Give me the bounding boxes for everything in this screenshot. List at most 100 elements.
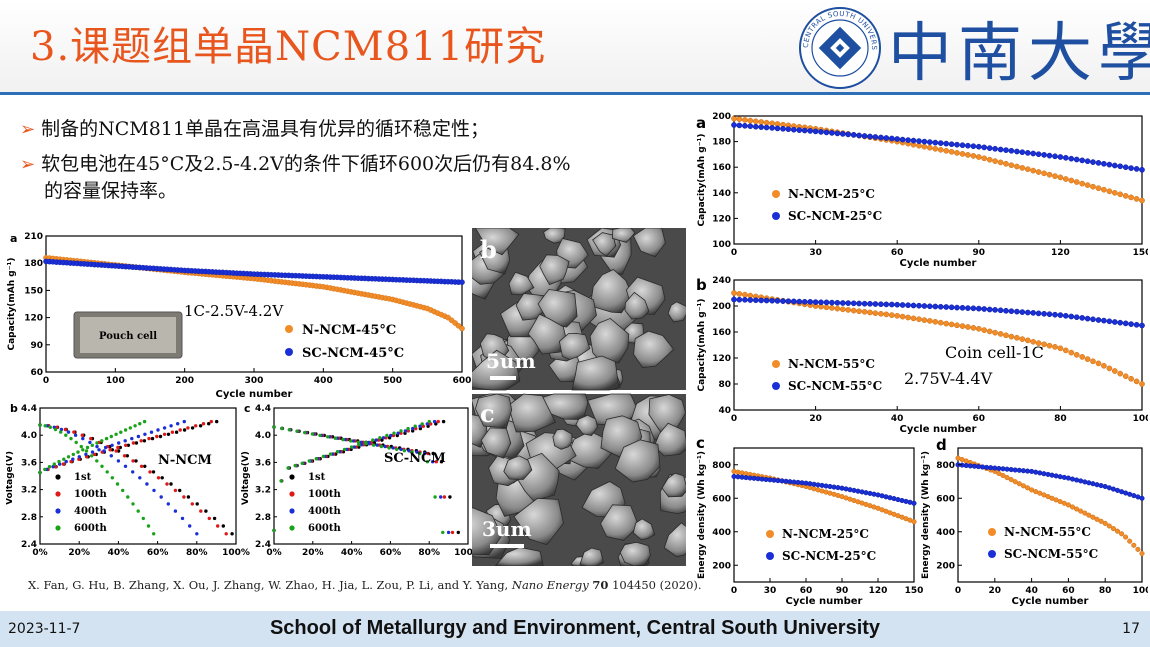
right-a-point: [926, 139, 933, 145]
arrow-bullet-icon: ➢: [20, 154, 36, 175]
leftC-discharge-point: [375, 443, 379, 447]
right-a-point: [1003, 147, 1009, 153]
right-b-point: [758, 297, 765, 304]
leftB-legend-marker: [55, 525, 61, 531]
leftB-ytick: 3.2: [21, 486, 37, 496]
right-a-point: [856, 132, 862, 139]
right-b-point: [1057, 345, 1064, 352]
leftB-charge-point: [69, 459, 73, 464]
leftC-discharge-point: [434, 460, 438, 464]
leftB-discharge-point: [152, 532, 156, 536]
right-a-ytick: 160: [712, 163, 731, 173]
leftB-discharge-point: [105, 470, 109, 474]
right-d-xtick: 0: [955, 586, 961, 596]
leftB-discharge-point: [146, 524, 151, 528]
footer-school: School of Metallurgy and Environment, Ce…: [269, 617, 881, 639]
leftB-charge-point: [97, 448, 101, 452]
leftC-xtick: 20%: [302, 548, 324, 558]
leftC-xtick: 40%: [341, 548, 363, 558]
right-b-point: [1046, 342, 1053, 349]
right-b-point: [937, 319, 944, 326]
right-d-xtick: 20: [989, 586, 1002, 596]
bullet-2-continuation: 的容量保持率。: [44, 180, 178, 202]
right-b-point: [943, 304, 950, 310]
right-d-point: [1127, 538, 1133, 544]
leftC-legend: 400th: [308, 506, 341, 517]
right-b-point: [742, 296, 748, 303]
right-b-point: [861, 308, 868, 315]
leftB-charge-point: [162, 432, 167, 436]
right-b-point: [1073, 351, 1080, 358]
right-a-point: [954, 141, 960, 148]
sem-grain: [552, 428, 573, 450]
header-divider: [0, 92, 1150, 95]
right-b-annotation-2: 2.75V-4.4V: [904, 369, 993, 388]
right-b-point: [1133, 378, 1140, 385]
leftC-charge-point: [314, 457, 318, 461]
right-c-frame: [733, 447, 915, 583]
leftB-charge-point: [110, 443, 114, 447]
right-c-xtick: 150: [905, 586, 924, 596]
header-band: [0, 0, 1150, 92]
right-d-xtick: 100: [1133, 586, 1148, 596]
right-d-point: [1053, 473, 1059, 479]
right-b-point: [910, 315, 917, 322]
right-b-point: [943, 320, 950, 327]
leftB-legend: 600th: [74, 523, 107, 534]
leftC-discharge-point: [439, 460, 444, 464]
leftB-discharge-point: [38, 423, 42, 427]
leftC-discharge-point: [272, 425, 276, 429]
right-a-point: [1079, 157, 1086, 164]
right-a-point: [1014, 148, 1020, 155]
left-a-ytick: 210: [24, 232, 43, 242]
leftC-discharge-point: [439, 495, 443, 499]
right-b-point: [926, 303, 933, 310]
right-b-point: [997, 331, 1004, 337]
right-b-point: [954, 322, 960, 329]
right-b-point: [894, 301, 901, 308]
right-a-point: [932, 139, 939, 146]
leftB-discharge-point: [182, 495, 186, 499]
leftB-discharge-point: [143, 464, 147, 468]
rightD-label: d: [936, 436, 947, 454]
leftB-xtick: 80%: [186, 548, 208, 558]
right-b-point: [954, 304, 960, 311]
right-b-xtick: 100: [1133, 414, 1148, 424]
right-a-point: [823, 129, 830, 136]
right-a-point: [769, 125, 775, 131]
leftB-discharge-point: [115, 482, 120, 486]
right-a-point: [774, 125, 781, 132]
right-a-xtick: 150: [1133, 248, 1148, 258]
right-a-point: [1079, 180, 1086, 187]
leftC-discharge-point: [407, 449, 411, 453]
right-b-point: [910, 302, 917, 309]
right-b-point: [1117, 370, 1124, 377]
leftB-charge-point: [215, 419, 219, 424]
leftB-charge-point: [194, 424, 198, 428]
right-a-point: [959, 151, 966, 157]
right-d-point: [1041, 471, 1047, 477]
right-a-point: [1084, 158, 1091, 165]
right-d-point: [1123, 534, 1129, 540]
leftB-charge-point: [198, 424, 203, 428]
leftB-ytick: 2.8: [21, 513, 37, 523]
right-a-point: [992, 158, 998, 164]
sem-grain: [474, 228, 520, 256]
leftC-charge-point: [279, 479, 283, 483]
right-b-point: [1068, 349, 1075, 356]
leftB-charge-point: [104, 436, 109, 441]
leftC-charge-point: [425, 422, 429, 426]
leftB-charge-point: [43, 467, 47, 472]
right-a-point: [948, 141, 955, 148]
right-b-point: [785, 298, 792, 305]
right-b-point: [932, 303, 939, 310]
left-figure: a 60 90 120 150 180 210 0 100 200 300 400 500 600 Ca…: [6, 232, 476, 558]
right-a-point: [954, 150, 960, 156]
right-d-point: [996, 470, 1002, 477]
leftB-charge-point: [90, 450, 95, 454]
leftB-charge-point: [174, 430, 179, 434]
right-a-point: [818, 129, 824, 135]
right-b-point: [818, 299, 824, 306]
right-a-point: [1019, 165, 1026, 171]
right-c-xtick: 60: [800, 586, 813, 596]
